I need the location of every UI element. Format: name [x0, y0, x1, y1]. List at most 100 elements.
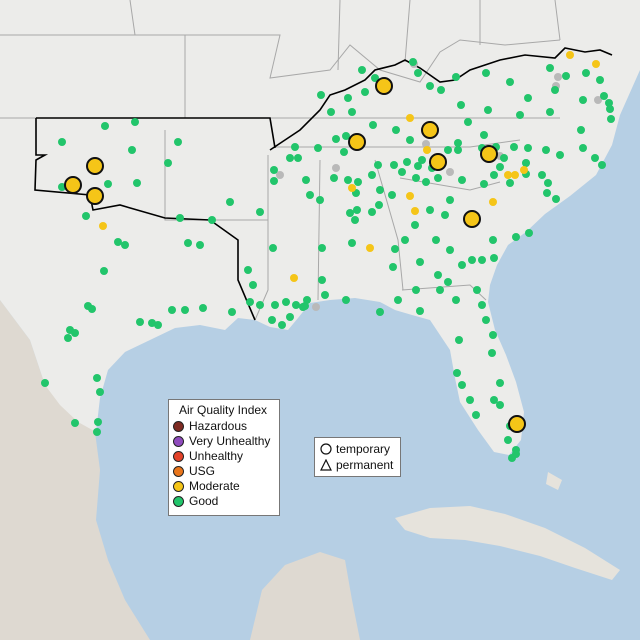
station-marker-good[interactable]: [58, 138, 66, 146]
station-marker-good[interactable]: [353, 206, 361, 214]
station-marker-good[interactable]: [196, 241, 204, 249]
station-marker-good[interactable]: [314, 144, 322, 152]
station-marker-good[interactable]: [446, 246, 454, 254]
station-marker-good[interactable]: [184, 239, 192, 247]
station-marker-good[interactable]: [376, 186, 384, 194]
station-marker-good[interactable]: [582, 69, 590, 77]
station-marker-good[interactable]: [181, 306, 189, 314]
station-marker-good[interactable]: [538, 171, 546, 179]
station-marker-good[interactable]: [434, 271, 442, 279]
station-marker-good[interactable]: [480, 180, 488, 188]
station-marker-good[interactable]: [291, 143, 299, 151]
station-marker-good[interactable]: [516, 111, 524, 119]
station-marker-good[interactable]: [361, 88, 369, 96]
station-marker-good[interactable]: [369, 121, 377, 129]
station-marker-good[interactable]: [292, 301, 300, 309]
station-marker-good[interactable]: [268, 316, 276, 324]
station-marker-good[interactable]: [606, 105, 614, 113]
station-marker-good[interactable]: [391, 245, 399, 253]
station-marker-good[interactable]: [376, 308, 384, 316]
station-marker-good[interactable]: [93, 428, 101, 436]
station-marker-good[interactable]: [344, 176, 352, 184]
station-marker-good[interactable]: [436, 286, 444, 294]
station-marker-good[interactable]: [441, 211, 449, 219]
temporary-monitor-moderate[interactable]: [508, 415, 526, 433]
station-marker-good[interactable]: [286, 154, 294, 162]
station-marker-good[interactable]: [434, 174, 442, 182]
station-marker-good[interactable]: [468, 256, 476, 264]
station-marker-good[interactable]: [489, 331, 497, 339]
station-marker-good[interactable]: [490, 396, 498, 404]
station-marker-good[interactable]: [269, 244, 277, 252]
station-marker-good[interactable]: [556, 151, 564, 159]
station-marker-good[interactable]: [406, 136, 414, 144]
station-marker-good[interactable]: [101, 122, 109, 130]
station-marker-good[interactable]: [411, 221, 419, 229]
station-marker-good[interactable]: [478, 256, 486, 264]
station-marker-grey[interactable]: [554, 73, 562, 81]
station-marker-good[interactable]: [316, 196, 324, 204]
station-marker-moderate[interactable]: [348, 184, 356, 192]
station-marker-good[interactable]: [506, 78, 514, 86]
station-marker-good[interactable]: [598, 161, 606, 169]
station-marker-good[interactable]: [164, 159, 172, 167]
station-marker-good[interactable]: [244, 266, 252, 274]
station-marker-moderate[interactable]: [592, 60, 600, 68]
station-marker-good[interactable]: [458, 381, 466, 389]
station-marker-good[interactable]: [458, 261, 466, 269]
station-marker-good[interactable]: [358, 66, 366, 74]
station-marker-good[interactable]: [348, 108, 356, 116]
station-marker-good[interactable]: [317, 91, 325, 99]
station-marker-good[interactable]: [579, 144, 587, 152]
station-marker-good[interactable]: [552, 195, 560, 203]
temporary-monitor-moderate[interactable]: [375, 77, 393, 95]
station-marker-good[interactable]: [454, 139, 462, 147]
station-marker-good[interactable]: [412, 286, 420, 294]
station-marker-good[interactable]: [174, 138, 182, 146]
station-marker-good[interactable]: [392, 126, 400, 134]
station-marker-good[interactable]: [375, 201, 383, 209]
station-marker-good[interactable]: [437, 86, 445, 94]
station-marker-good[interactable]: [389, 263, 397, 271]
station-marker-good[interactable]: [278, 321, 286, 329]
station-marker-good[interactable]: [403, 158, 411, 166]
temporary-monitor-moderate[interactable]: [463, 210, 481, 228]
station-marker-good[interactable]: [368, 171, 376, 179]
station-marker-moderate[interactable]: [511, 171, 519, 179]
station-marker-moderate[interactable]: [423, 146, 431, 154]
station-marker-moderate[interactable]: [489, 198, 497, 206]
station-marker-good[interactable]: [394, 296, 402, 304]
station-marker-good[interactable]: [121, 241, 129, 249]
station-marker-good[interactable]: [473, 286, 481, 294]
station-marker-good[interactable]: [524, 144, 532, 152]
station-marker-good[interactable]: [286, 313, 294, 321]
station-marker-good[interactable]: [354, 178, 362, 186]
station-marker-good[interactable]: [432, 236, 440, 244]
station-marker-good[interactable]: [418, 156, 426, 164]
station-marker-good[interactable]: [246, 298, 254, 306]
station-marker-good[interactable]: [176, 214, 184, 222]
station-marker-good[interactable]: [154, 321, 162, 329]
station-marker-good[interactable]: [412, 174, 420, 182]
station-marker-good[interactable]: [256, 208, 264, 216]
station-marker-good[interactable]: [504, 436, 512, 444]
station-marker-good[interactable]: [453, 369, 461, 377]
station-marker-good[interactable]: [490, 171, 498, 179]
station-marker-grey[interactable]: [332, 164, 340, 172]
station-marker-good[interactable]: [93, 374, 101, 382]
temporary-monitor-moderate[interactable]: [64, 176, 82, 194]
station-marker-good[interactable]: [71, 329, 79, 337]
station-marker-good[interactable]: [342, 296, 350, 304]
station-marker-good[interactable]: [426, 82, 434, 90]
station-marker-good[interactable]: [390, 161, 398, 169]
station-marker-good[interactable]: [444, 146, 452, 154]
station-marker-good[interactable]: [346, 209, 354, 217]
station-marker-good[interactable]: [488, 349, 496, 357]
station-marker-good[interactable]: [458, 176, 466, 184]
station-marker-good[interactable]: [168, 306, 176, 314]
station-marker-good[interactable]: [543, 189, 551, 197]
station-marker-moderate[interactable]: [566, 51, 574, 59]
station-marker-good[interactable]: [371, 74, 379, 82]
station-marker-good[interactable]: [414, 69, 422, 77]
station-marker-good[interactable]: [351, 216, 359, 224]
